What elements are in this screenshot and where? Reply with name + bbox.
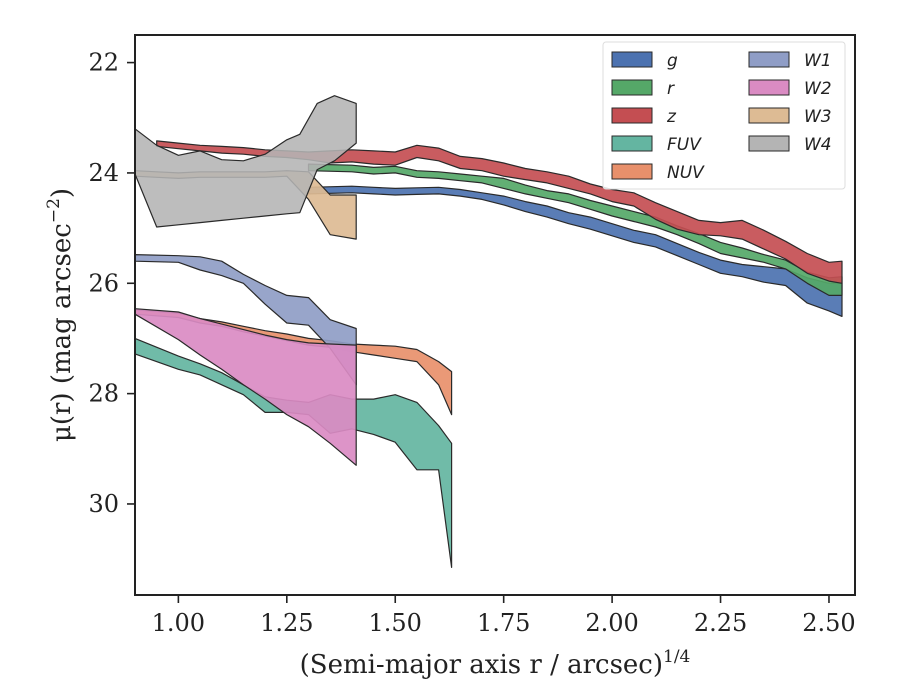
x-tick-label: 1.50 <box>369 609 422 637</box>
legend-label-w3: W3 <box>804 107 832 127</box>
x-axis-label-text: (Semi-major axis r / arcsec) <box>300 650 663 680</box>
band-w4 <box>134 95 357 228</box>
legend-label-z: z <box>666 107 677 127</box>
legend-label-r: r <box>667 79 675 99</box>
legend: grz FUV NUV W1 W2 W3 W4 <box>602 41 846 190</box>
y-tick-label: 26 <box>88 269 119 297</box>
band-w2 <box>134 308 357 466</box>
legend-swatch-w4 <box>748 135 790 152</box>
legend-box <box>602 41 846 190</box>
legend-label-g: g <box>667 51 678 71</box>
legend-swatch-g <box>611 51 653 68</box>
x-tick-label: 2.25 <box>694 609 747 637</box>
plot-areas <box>134 95 843 568</box>
legend-swatch-r <box>611 79 653 96</box>
axes-frame <box>134 34 856 596</box>
x-tick-label: 2.50 <box>802 609 855 637</box>
x-tick-label: 1.00 <box>152 609 205 637</box>
legend-label-w4: W4 <box>804 135 832 155</box>
legend-swatch-nuv <box>611 163 653 180</box>
legend-swatch-w3 <box>748 107 790 124</box>
legend-label-nuv: NUV <box>667 163 705 183</box>
y-tick-label: 24 <box>88 159 119 187</box>
y-axis-ticks: 22 24 26 28 30 <box>88 49 135 518</box>
legend-swatch-fuv <box>611 135 653 152</box>
legend-label-w2: W2 <box>804 79 832 99</box>
legend-swatch-z <box>611 107 653 124</box>
band-z <box>156 140 843 284</box>
y-tick-label: 28 <box>88 380 119 408</box>
x-tick-label: 1.25 <box>260 609 313 637</box>
x-axis-label: (Semi-major axis r / arcsec)1/4 <box>300 647 691 680</box>
x-axis-ticks: 1.00 1.25 1.50 1.75 2.00 2.25 2.50 <box>152 595 856 637</box>
legend-swatch-w1 <box>748 51 790 68</box>
x-axis-label-exponent: 1/4 <box>663 647 690 667</box>
y-axis-label-tail: ) <box>47 188 77 198</box>
band-r <box>307 163 843 296</box>
y-axis-label-exponent: −2 <box>44 198 64 223</box>
x-tick-label: 1.75 <box>477 609 530 637</box>
band-g <box>307 185 843 317</box>
y-tick-label: 30 <box>88 490 119 518</box>
y-tick-label: 22 <box>88 49 119 77</box>
legend-swatch-w2 <box>748 79 790 96</box>
y-axis-label: μ(r) (mag arcsec−2) <box>44 188 77 442</box>
legend-label-w1: W1 <box>804 51 832 71</box>
legend-label-fuv: FUV <box>667 135 702 155</box>
x-tick-label: 2.00 <box>585 609 638 637</box>
y-axis-label-text: μ(r) (mag arcsec <box>47 223 77 442</box>
